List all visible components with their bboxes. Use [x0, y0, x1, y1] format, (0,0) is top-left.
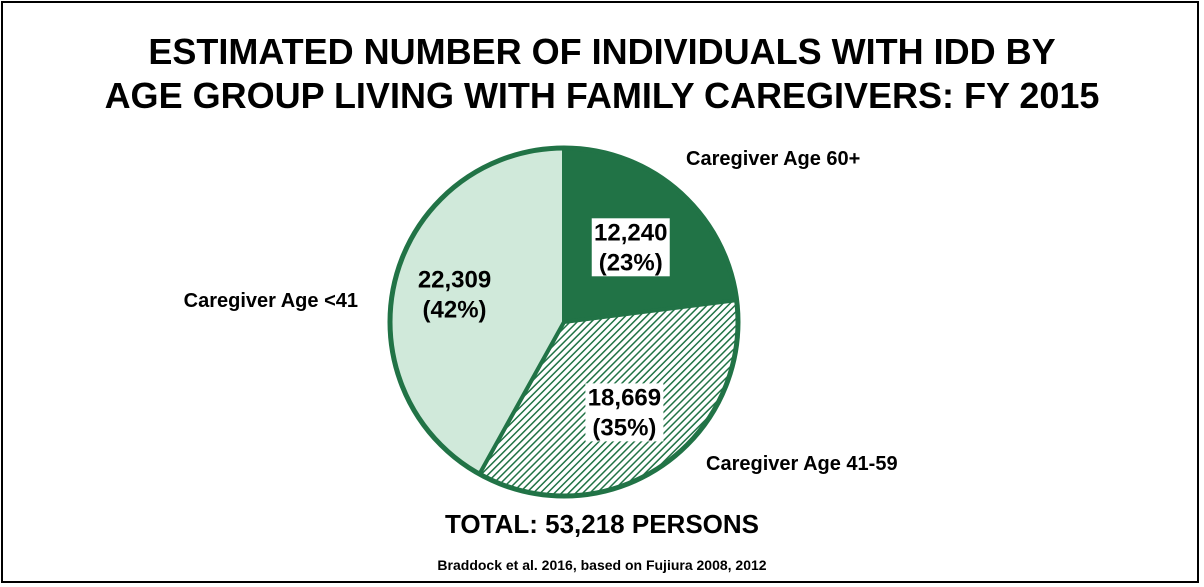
- total-label: TOTAL: 53,218 PERSONS: [444, 509, 760, 539]
- pie-slice-percent-label-3: (42%): [423, 297, 487, 324]
- chart-title-line-2: AGE GROUP LIVING WITH FAMILY CAREGIVERS:…: [104, 75, 1100, 116]
- pie-category-label-2: Caregiver Age 41-59: [706, 453, 898, 475]
- pie-slice-label-bg-2: [585, 383, 664, 442]
- chart-title-line-1: ESTIMATED NUMBER OF INDIVIDUALS WITH IDD…: [148, 31, 1056, 72]
- pie-slice-value-label-3: 22,309: [418, 267, 491, 294]
- source-citation: Braddock et al. 2016, based on Fujiura 2…: [437, 557, 767, 573]
- pie-slice-value-label-2: 18,669: [588, 384, 661, 411]
- pie-slice-percent-label-2: (35%): [592, 414, 656, 441]
- chart-title: ESTIMATED NUMBER OF INDIVIDUALS WITH IDD…: [0, 30, 1204, 118]
- pie-slice-label-bg-1: [591, 218, 670, 277]
- pie-category-label-3: Caregiver Age <41: [184, 290, 358, 312]
- pie-slice-value-label-1: 12,240: [594, 219, 667, 246]
- pie-outline: [387, 145, 741, 499]
- pie-slice-percent-label-1: (23%): [599, 249, 663, 276]
- pie-category-label-1: Caregiver Age 60+: [686, 148, 860, 170]
- pie-labels: 12,240 (23%) Caregiver Age 60+ 18,669 (35%) C…: [184, 148, 898, 475]
